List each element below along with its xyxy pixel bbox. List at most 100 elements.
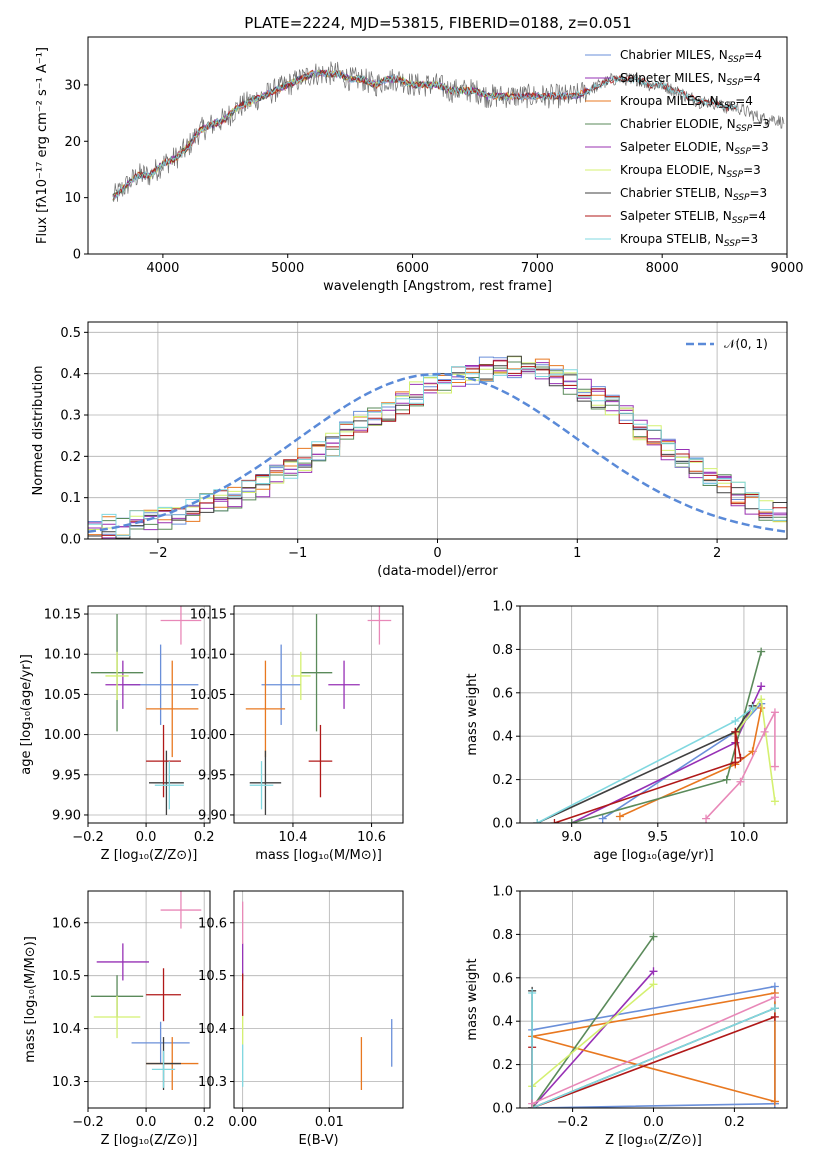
errorbar-point: [290, 651, 311, 701]
x-tick-label: 9000: [770, 261, 803, 276]
y-tick-label: 10.10: [190, 648, 227, 663]
figure-title: PLATE=2224, MJD=53815, FIBERID=0188, z=0…: [244, 14, 631, 32]
y-tick-label: 30: [64, 78, 81, 93]
ticks: 0.00 0.01 10.3 10.4 10.5 10.6: [198, 916, 344, 1130]
y-tick-label: 0.6: [492, 686, 513, 701]
weight-marker: [770, 993, 779, 1002]
grid: [87, 891, 210, 1108]
legend-label: Chabrier STELIB, NSSP=3: [620, 186, 767, 203]
spectrum-model-line: [112, 69, 738, 199]
y-tick-label: 10.5: [198, 969, 227, 984]
weight-marker: [567, 819, 576, 823]
weight-marker: [528, 988, 537, 997]
weight-line: [531, 970, 655, 1108]
histogram-step: [88, 366, 787, 537]
y-tick-label: 10.3: [52, 1075, 81, 1090]
panel-z-weight: −0.2 0.0 0.2 0.0 0.2 0.4 0.6 0.8 1.0 Z [log₁₀(Z/Z…: [465, 885, 788, 1148]
y-axis-label: Normed distribution: [31, 366, 46, 496]
ticks: −0.2 0.0 0.2 9.90 9.95 10.00 10.05 10.10 10.15: [44, 608, 215, 845]
weight-marker: [598, 814, 607, 823]
weight-marker: [757, 703, 766, 712]
y-tick-label: 9.90: [198, 808, 227, 823]
weight-marker: [533, 819, 542, 823]
weight-marker: [770, 1004, 779, 1013]
y-tick-label: 0.5: [60, 326, 81, 341]
y-tick-label: 10.15: [44, 608, 81, 623]
y-tick-label: 10.10: [44, 648, 81, 663]
y-tick-label: 0.4: [492, 730, 513, 745]
errorbar-point: [154, 761, 184, 810]
weight-marker: [649, 980, 658, 989]
x-tick-label: 0.0: [136, 1115, 157, 1130]
errorbar-point: [146, 968, 181, 1022]
x-tick-label: 10.0: [729, 830, 758, 845]
y-tick-label: 10.00: [44, 728, 81, 743]
weight-marker: [770, 1097, 779, 1106]
legend-label: Kroupa MILES, NSSP=4: [620, 94, 753, 111]
x-tick-label: 6000: [396, 261, 429, 276]
y-tick-label: 9.90: [52, 808, 81, 823]
x-tick-label: 0: [433, 546, 441, 561]
errorbar-point: [105, 651, 129, 701]
spectrum-data-line: [112, 61, 785, 202]
plot-area: [90, 606, 202, 815]
y-tick-label: 0.8: [492, 928, 513, 943]
y-tick-label: 9.95: [198, 768, 227, 783]
x-tick-label: 0.2: [194, 830, 215, 845]
weight-marker: [770, 797, 779, 806]
errorbar-point: [96, 943, 149, 981]
weight-marker: [528, 1099, 537, 1108]
x-axis-label: Z [log₁₀(Z/Z⊙)]: [605, 1133, 702, 1148]
y-tick-label: 1.0: [492, 600, 513, 615]
weight-marker: [757, 647, 766, 656]
grid: [87, 606, 210, 823]
legend-label: Salpeter ELODIE, NSSP=3: [620, 140, 769, 157]
legend-label: Salpeter STELIB, NSSP=4: [620, 209, 766, 226]
y-tick-label: 0.0: [60, 533, 81, 548]
x-tick-label: 10.6: [357, 830, 386, 845]
x-axis-label: (data-model)/error: [377, 564, 498, 579]
y-tick-label: 0.1: [60, 491, 81, 506]
y-tick-label: 0.4: [60, 367, 81, 382]
errorbar-point: [261, 644, 301, 725]
spectrum-model-line: [112, 69, 588, 200]
y-axis-label: age [log₁₀(age/yr)]: [19, 654, 34, 775]
y-axis-label: Flux [fλ10⁻¹⁷ erg cm⁻² s⁻¹ A⁻¹]: [35, 47, 50, 244]
errorbar-point: [328, 660, 360, 709]
y-axis-label: mass [log₁₀(M/M⊙)]: [23, 936, 38, 1063]
weight-marker: [731, 758, 740, 767]
errorbar-point: [245, 660, 286, 758]
errorbar-point: [146, 660, 199, 758]
weight-line: [531, 992, 776, 1103]
x-axis-label: Z [log₁₀(Z/Z⊙)]: [101, 848, 198, 863]
x-tick-label: 2: [713, 546, 721, 561]
plot-area: [533, 647, 779, 823]
y-tick-label: 0.0: [492, 1102, 513, 1117]
y-tick-label: 0.2: [492, 1058, 513, 1073]
spectrum-model-line: [112, 70, 513, 198]
y-tick-label: 10.5: [52, 969, 81, 984]
panel-ebv-mass: 0.00 0.01 10.3 10.4 10.5 10.6 E(B-V): [198, 890, 404, 1148]
weight-marker: [770, 708, 779, 717]
errorbar-point: [300, 614, 333, 732]
y-axis-label: mass weight: [465, 673, 480, 755]
plot-area: [528, 932, 779, 1108]
axes-frame: [233, 605, 404, 824]
x-tick-label: 4000: [146, 261, 179, 276]
weight-marker: [649, 967, 658, 976]
x-tick-label: 1: [573, 546, 581, 561]
weight-line: [531, 983, 655, 1087]
panel-spectrum: Chabrier MILES, NSSP=4 Salpeter MILES, NS…: [35, 36, 804, 294]
weight-line: [554, 731, 742, 823]
weight-line: [531, 936, 655, 1108]
weight-line: [531, 996, 776, 1105]
x-tick-label: −1: [288, 546, 307, 561]
legend-label: Kroupa ELODIE, NSSP=3: [620, 163, 761, 180]
y-tick-label: 1.0: [492, 885, 513, 900]
x-tick-label: 0.0: [643, 1115, 664, 1130]
errorbar-point: [160, 606, 202, 645]
axes-frame: [519, 605, 788, 824]
errorbar-point: [151, 1050, 176, 1088]
y-tick-label: 0: [73, 248, 81, 263]
legend: 𝒩(0, 1): [686, 337, 768, 351]
